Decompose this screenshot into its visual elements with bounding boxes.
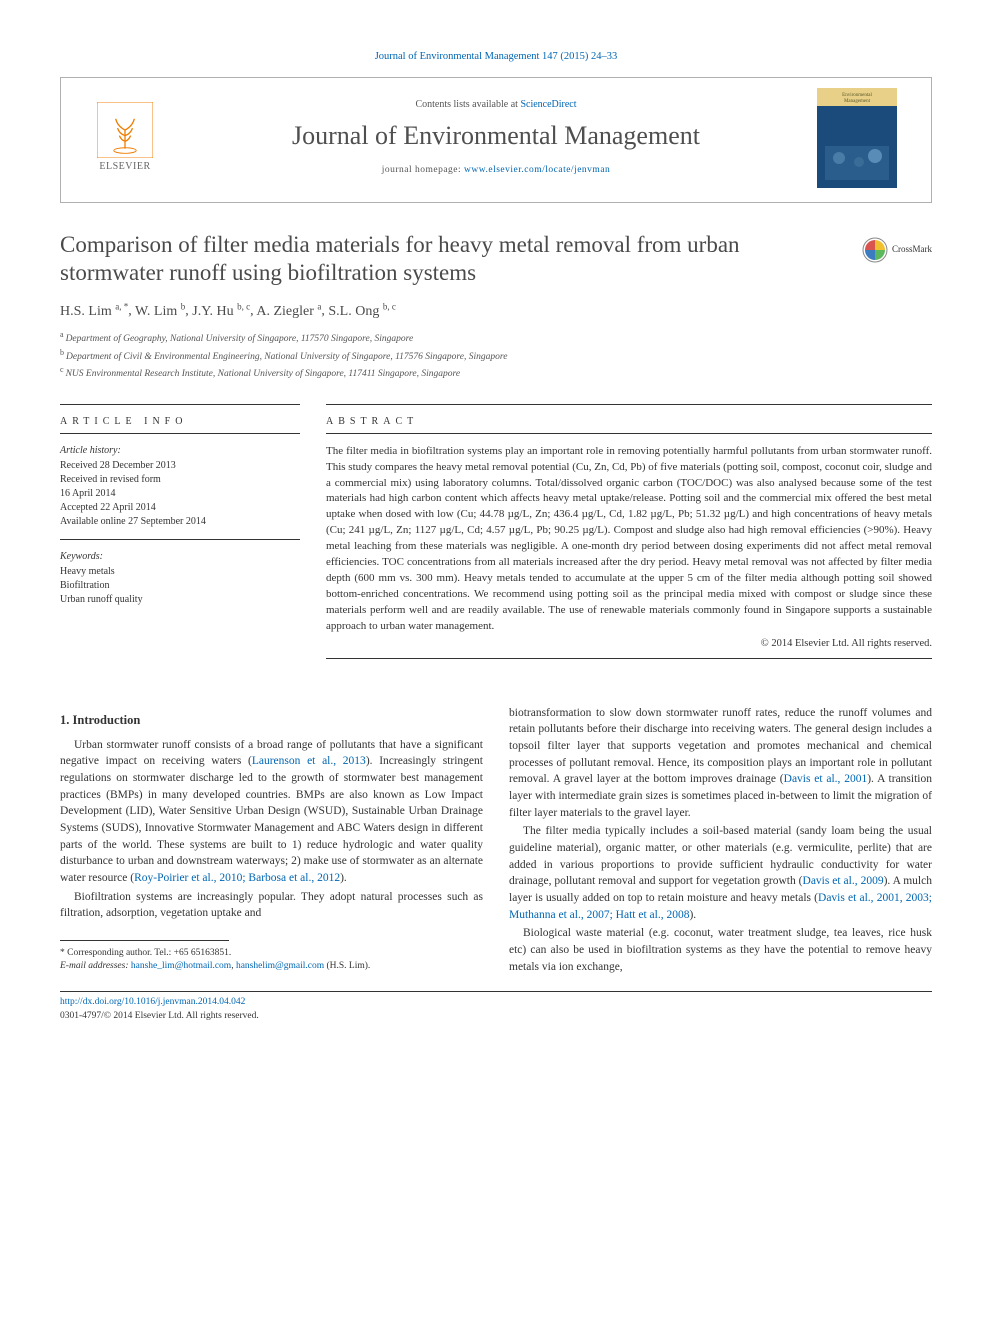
crossmark-label: CrossMark — [892, 243, 932, 256]
affiliation-a: aDepartment of Geography, National Unive… — [60, 329, 932, 346]
citation-line: Journal of Environmental Management 147 … — [60, 50, 932, 65]
contents-prefix: Contents lists available at — [415, 99, 520, 110]
abstract-text: The filter media in biofiltration system… — [326, 444, 932, 635]
footer-separator — [60, 991, 932, 992]
authors-line: H.S. Lim a, *, W. Lim b, J.Y. Hu b, c, A… — [60, 300, 932, 321]
abstract-column: ABSTRACT The filter media in biofiltrati… — [326, 400, 932, 669]
abstract-copyright: © 2014 Elsevier Ltd. All rights reserved… — [326, 637, 932, 652]
history-label: Article history: — [60, 444, 300, 458]
ref-laurenson-2013[interactable]: Laurenson et al., 2013 — [252, 755, 366, 767]
body-columns: 1. Introduction Urban stormwater runoff … — [60, 705, 932, 978]
journal-header: ELSEVIER Contents lists available at Sci… — [60, 77, 932, 203]
journal-homepage-line: journal homepage: www.elsevier.com/locat… — [185, 164, 807, 177]
footer-block: http://dx.doi.org/10.1016/j.jenvman.2014… — [60, 996, 932, 1023]
affiliation-c: cNUS Environmental Research Institute, N… — [60, 364, 932, 381]
article-info-column: ARTICLE INFO Article history: Received 2… — [60, 400, 300, 669]
email-2[interactable]: hanshelim@gmail.com — [236, 961, 324, 971]
publisher-name: ELSEVIER — [99, 160, 150, 174]
history-0: Received 28 December 2013 — [60, 459, 300, 473]
affiliation-b: bDepartment of Civil & Environmental Eng… — [60, 347, 932, 364]
article-title: Comparison of filter media materials for… — [60, 231, 846, 289]
keyword-1: Biofiltration — [60, 579, 300, 593]
footnote-separator — [60, 940, 229, 941]
intro-para-4: The filter media typically includes a so… — [509, 823, 932, 923]
publisher-logo: ELSEVIER — [75, 102, 175, 174]
article-info-label: ARTICLE INFO — [60, 415, 300, 429]
email-line: E-mail addresses: hanshe_lim@hotmail.com… — [60, 960, 483, 973]
intro-para-2: Biofiltration systems are increasingly p… — [60, 889, 483, 922]
footer-rights: 0301-4797/© 2014 Elsevier Ltd. All right… — [60, 1010, 932, 1023]
journal-cover-thumbnail: Environmental Management — [817, 88, 897, 188]
history-4: Available online 27 September 2014 — [60, 515, 300, 529]
footnotes: * Corresponding author. Tel.: +65 651638… — [60, 947, 483, 974]
author-1: W. Lim b — [135, 304, 185, 319]
keyword-0: Heavy metals — [60, 565, 300, 579]
keyword-2: Urban runoff quality — [60, 593, 300, 607]
intro-para-3: biotransformation to slow down stormwate… — [509, 705, 932, 822]
corresponding-author: * Corresponding author. Tel.: +65 651638… — [60, 947, 483, 960]
homepage-link[interactable]: www.elsevier.com/locate/jenvman — [464, 165, 610, 175]
author-0: H.S. Lim a, * — [60, 304, 128, 319]
section-heading-introduction: 1. Introduction — [60, 711, 483, 729]
elsevier-tree-icon — [97, 102, 153, 158]
author-2: J.Y. Hu b, c — [192, 304, 250, 319]
journal-name: Journal of Environmental Management — [185, 118, 807, 154]
header-center: Contents lists available at ScienceDirec… — [185, 98, 807, 178]
homepage-prefix: journal homepage: — [382, 165, 464, 175]
ref-davis-2001[interactable]: Davis et al., 2001 — [784, 773, 868, 785]
affiliations: aDepartment of Geography, National Unive… — [60, 329, 932, 381]
keywords-label: Keywords: — [60, 550, 300, 564]
history-2: 16 April 2014 — [60, 487, 300, 501]
contents-lists-line: Contents lists available at ScienceDirec… — [185, 98, 807, 112]
intro-para-5: Biological waste material (e.g. coconut,… — [509, 925, 932, 975]
ref-davis-2009[interactable]: Davis et al., 2009 — [803, 875, 884, 887]
author-3: A. Ziegler a — [256, 304, 321, 319]
crossmark-icon — [862, 237, 888, 263]
intro-para-1: Urban stormwater runoff consists of a br… — [60, 737, 483, 887]
ref-roypoirier-barbosa[interactable]: Roy-Poirier et al., 2010; Barbosa et al.… — [134, 872, 340, 884]
abstract-label: ABSTRACT — [326, 415, 932, 429]
doi-link[interactable]: http://dx.doi.org/10.1016/j.jenvman.2014… — [60, 997, 245, 1007]
history-1: Received in revised form — [60, 473, 300, 487]
sciencedirect-link[interactable]: ScienceDirect — [520, 99, 576, 110]
svg-text:Management: Management — [844, 99, 871, 104]
email-1[interactable]: hanshe_lim@hotmail.com — [131, 961, 231, 971]
author-4: S.L. Ong b, c — [328, 304, 395, 319]
cover-title-text: Environmental — [842, 93, 872, 98]
history-3: Accepted 22 April 2014 — [60, 501, 300, 515]
crossmark-badge[interactable]: CrossMark — [862, 237, 932, 263]
